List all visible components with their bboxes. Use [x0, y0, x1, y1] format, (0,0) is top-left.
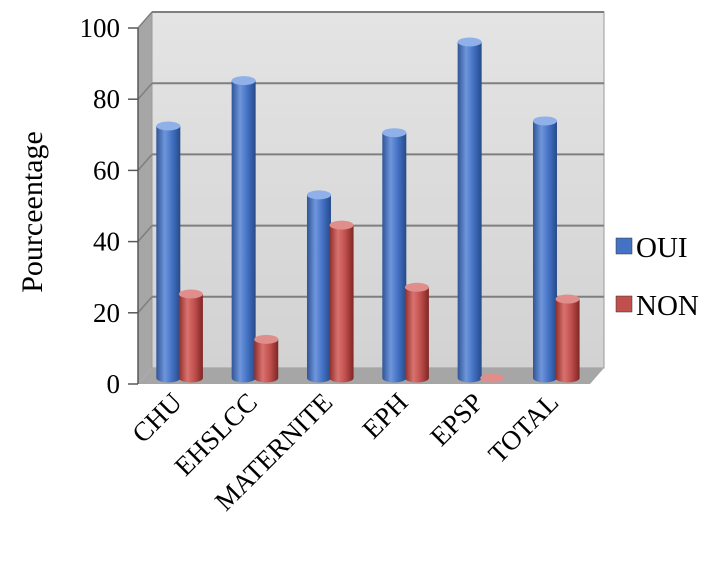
legend: OUI NON: [615, 232, 699, 322]
bar-top: [329, 220, 354, 230]
gridline-side: [137, 296, 153, 314]
bar-top: [532, 116, 557, 126]
bar-body: [532, 120, 557, 383]
y-tick-label: 0: [107, 369, 121, 399]
bar-oui-maternite: [306, 190, 331, 383]
x-tick-label: EPSP: [424, 387, 489, 452]
plot-walls: [138, 11, 605, 384]
y-tick-label: 60: [93, 155, 120, 185]
gridline-side: [137, 225, 153, 243]
bar-non-eph: [404, 282, 429, 383]
legend-swatch-oui: [615, 237, 633, 255]
bar-top: [231, 76, 256, 86]
gridlines: [137, 11, 604, 314]
bar-top: [404, 282, 429, 292]
bar-non-ehslcc: [254, 334, 279, 383]
bar-top: [457, 37, 482, 47]
bar-top: [306, 190, 331, 200]
gridline-side: [137, 153, 153, 171]
bar-body: [329, 225, 354, 383]
bar-top: [480, 373, 505, 383]
x-tick-label: EPH: [356, 387, 413, 444]
bar-body: [457, 42, 482, 383]
y-axis: 0 20 40 60 80 100: [80, 13, 139, 399]
y-axis-title: Pourceentage: [16, 131, 49, 293]
y-tick-label: 20: [93, 298, 120, 328]
bar-top: [254, 334, 279, 344]
bar-top: [382, 128, 407, 138]
gridline-side: [137, 82, 153, 100]
bar-body: [156, 126, 181, 383]
bar-body: [178, 294, 203, 383]
legend-label-oui: OUI: [636, 232, 688, 264]
side-wall: [138, 12, 152, 384]
y-tick-label: 100: [80, 13, 121, 43]
y-tick-label: 40: [93, 227, 120, 257]
bar-oui-chu: [156, 121, 181, 383]
bar-top: [178, 289, 203, 299]
x-tick-label: CHU: [126, 387, 188, 449]
legend-swatch-non: [615, 295, 633, 313]
bar-body: [254, 339, 279, 383]
bar-oui-ehslcc: [231, 76, 256, 383]
bar-body: [231, 80, 256, 383]
bar-body: [306, 194, 331, 383]
bar-body: [555, 299, 580, 383]
back-wall: [151, 11, 605, 369]
bars: [156, 37, 580, 383]
gridline-side: [137, 11, 153, 29]
bar-oui-epsp: [457, 37, 482, 383]
bar-non-epsp: [480, 373, 505, 383]
legend-label-non: NON: [636, 290, 699, 322]
bar-non-maternite: [329, 220, 354, 383]
bar-body: [404, 287, 429, 383]
bar-oui-total: [532, 116, 557, 383]
y-tick-label: 80: [93, 84, 120, 114]
bar-top: [555, 294, 580, 304]
bar-oui-eph: [382, 128, 407, 383]
bar-non-total: [555, 294, 580, 383]
bar-body: [382, 132, 407, 383]
bar-top: [156, 121, 181, 131]
x-tick-label: TOTAL: [482, 387, 564, 469]
bar-non-chu: [178, 289, 203, 383]
